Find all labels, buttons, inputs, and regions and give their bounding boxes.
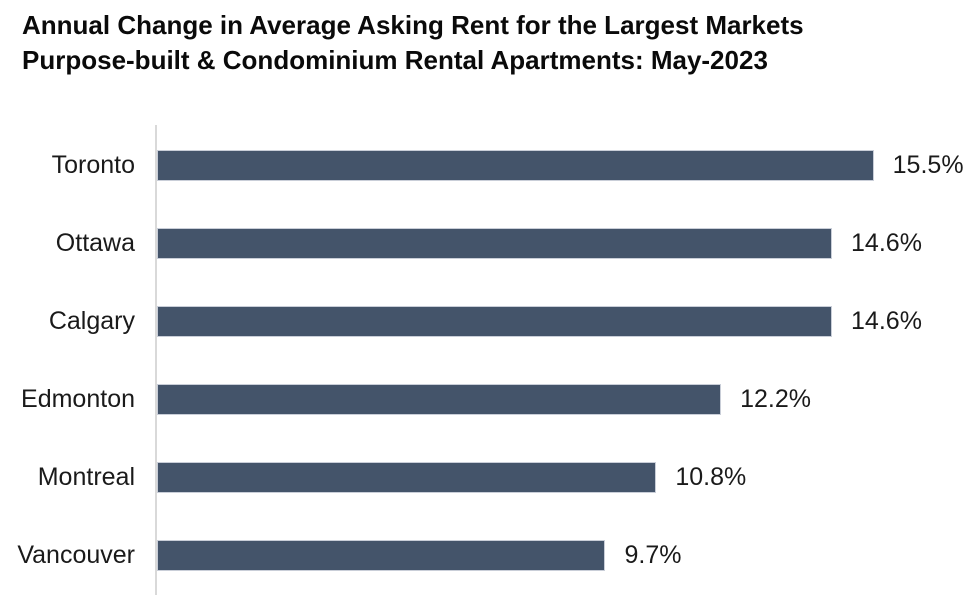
bar-track: 14.6% — [157, 282, 980, 360]
bar-row: Calgary 14.6% — [0, 282, 980, 360]
category-label: Ottawa — [55, 228, 135, 257]
value-label: 12.2% — [740, 385, 811, 414]
bar — [157, 540, 606, 572]
bar — [157, 462, 657, 494]
bar-track: 10.8% — [157, 439, 980, 517]
bar-track: 14.6% — [157, 204, 980, 282]
bar — [157, 227, 833, 259]
bar — [157, 384, 722, 416]
value-label: 9.7% — [624, 541, 682, 570]
category-label: Vancouver — [17, 541, 135, 570]
category-label: Calgary — [48, 306, 135, 335]
bar-row: Toronto 15.5% — [0, 126, 980, 204]
value-label: 10.8% — [675, 463, 747, 492]
bar-row: Ottawa 14.6% — [0, 204, 980, 282]
bar — [157, 149, 874, 181]
bar-track: 9.7% — [157, 517, 980, 595]
category-label: Toronto — [51, 150, 135, 179]
chart-title-line-1: Annual Change in Average Asking Rent for… — [22, 10, 804, 40]
y-axis-line — [155, 125, 157, 595]
chart-title: Annual Change in Average Asking Rent for… — [22, 8, 804, 78]
bar-row: Montreal 10.8% — [0, 439, 980, 517]
value-label: 14.6% — [851, 306, 922, 335]
bar-track: 12.2% — [157, 361, 980, 439]
category-label: Montreal — [37, 463, 135, 492]
bar-row: Vancouver 9.7% — [0, 517, 980, 595]
bar-row: Edmonton 12.2% — [0, 361, 980, 439]
plot-area: Toronto 15.5% Ottawa 14.6% Calgary 14.6%… — [0, 126, 980, 595]
value-label: 14.6% — [851, 228, 922, 257]
value-label: 15.5% — [892, 150, 964, 179]
bar-track: 15.5% — [157, 126, 980, 204]
bar — [157, 305, 833, 337]
chart-title-line-2: Purpose-built & Condominium Rental Apart… — [22, 45, 768, 75]
category-label: Edmonton — [21, 385, 135, 414]
